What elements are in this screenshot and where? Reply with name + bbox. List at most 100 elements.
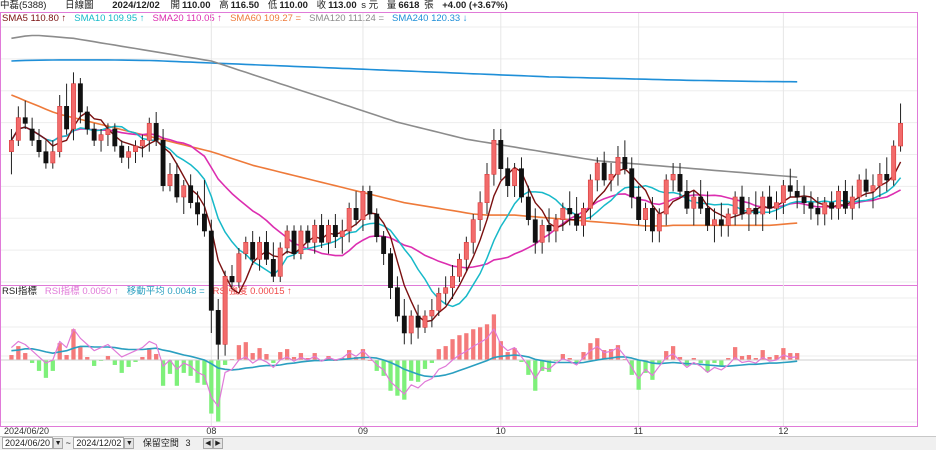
rsi-strength-bar <box>719 360 724 366</box>
candle-body <box>188 185 194 203</box>
keep-space-value[interactable]: 3 <box>185 438 191 448</box>
rsi-strength-bar <box>278 352 283 360</box>
candle-body <box>663 179 669 215</box>
rsi-strength-bar <box>174 360 179 386</box>
candle-body <box>367 191 373 215</box>
candle-body <box>43 151 49 164</box>
chevron-down-icon[interactable]: ▼ <box>53 437 64 449</box>
candle-body <box>264 242 269 260</box>
start-date-field[interactable]: 2024/06/20 <box>2 437 54 450</box>
rsi-ma-line <box>11 345 798 378</box>
rsi-strength-bar <box>257 348 262 360</box>
candle-body <box>167 174 173 186</box>
rsi-strength-bar <box>195 360 200 383</box>
rsi-strength-bar <box>50 360 55 371</box>
price-panel-frame <box>0 12 918 286</box>
rsi-strength-bar <box>209 360 214 414</box>
candle-body <box>587 179 593 209</box>
rsi-strength-bar <box>560 354 565 360</box>
rsi-strength-bar <box>498 341 503 360</box>
rsi-strength-bar <box>181 360 186 373</box>
candle-body <box>429 310 435 317</box>
rsi-strength-bar <box>705 360 710 372</box>
ma-legend-item: SMA5 110.80 ↑ <box>2 13 67 24</box>
candle-body <box>250 242 256 260</box>
candle-body <box>780 185 786 203</box>
rsi-strength-bar <box>760 350 765 360</box>
rsi-strength-bar <box>429 360 435 363</box>
candle-body <box>691 196 697 209</box>
candle-body <box>643 208 648 220</box>
candle-body <box>739 196 745 215</box>
candle-body <box>257 242 263 260</box>
candle-body <box>787 185 793 192</box>
candle-body <box>512 168 518 186</box>
candle-body <box>422 315 428 328</box>
rsi-strength-bar <box>264 354 269 360</box>
scroll-left-icon[interactable]: ◀ <box>202 437 213 449</box>
candle-body <box>849 196 855 209</box>
rsi-strength-bar <box>388 360 393 391</box>
candle-body <box>450 276 455 288</box>
candle-body <box>891 145 897 181</box>
candle-body <box>29 128 35 141</box>
sma120-line <box>11 34 798 178</box>
candle-body <box>277 247 283 277</box>
quote-header: 中磊(5388) 日線圖 2024/12/02 開 110.00 高 116.50 … <box>0 0 936 12</box>
x-tick-label: 12 <box>778 426 788 436</box>
rsi-strength-bar <box>360 349 366 360</box>
ma-legend-item: SMA20 110.05 ↑ <box>152 13 223 24</box>
candle-body <box>753 208 759 215</box>
rsi-strength-bar <box>526 360 531 375</box>
rsi-strength-bar <box>105 356 111 360</box>
candle-body <box>408 315 414 334</box>
rsi-strength-bar <box>726 358 731 360</box>
rsi-strength-bar <box>636 360 641 390</box>
rsi-strength-bar <box>664 351 669 360</box>
candle-body <box>470 219 476 243</box>
candle-body <box>312 225 318 243</box>
rsi-strength-bar <box>347 350 352 360</box>
candle-body <box>388 253 393 288</box>
candle-body <box>381 236 387 254</box>
candle-body <box>491 140 497 175</box>
candle-body <box>649 208 655 232</box>
quote-date: 2024/12/02 <box>112 0 160 11</box>
rsi-strength-bar <box>574 360 579 363</box>
candle-body <box>870 185 876 192</box>
candle-body <box>160 140 166 186</box>
rsi-strength-bar <box>92 360 97 366</box>
rsi-strength-bar <box>409 360 414 381</box>
candle-body <box>394 287 400 317</box>
rsi-strength-bar <box>305 358 310 360</box>
candle-body <box>836 191 841 209</box>
chevron-down-icon[interactable]: ▼ <box>124 437 135 449</box>
candle-body <box>305 230 311 243</box>
candle-body <box>767 196 773 209</box>
candle-body <box>119 145 125 158</box>
rsi-strength-bar <box>643 360 648 373</box>
stock-chart: 2024/06/20 08 09 10 11 12 <box>0 12 918 436</box>
candle-body <box>636 196 642 220</box>
candle-body <box>725 213 731 226</box>
candle-body <box>801 196 807 203</box>
end-date-field[interactable]: 2024/12/02 <box>73 437 125 450</box>
scroll-right-icon[interactable]: ▶ <box>212 437 223 449</box>
rsi-strength-bar <box>271 360 276 363</box>
candle-body <box>374 213 380 237</box>
candle-body <box>484 174 490 203</box>
candle-body <box>457 259 462 277</box>
candle-body <box>856 179 862 198</box>
sma5-line <box>10 111 902 323</box>
candle-body <box>332 225 338 237</box>
x-tick-label: 08 <box>206 426 216 436</box>
close-label: 收 <box>316 0 327 11</box>
candle-body <box>91 128 97 141</box>
x-tick-label: 10 <box>496 426 506 436</box>
candle-body <box>326 225 331 243</box>
candle-body <box>594 162 600 181</box>
sma60-line <box>11 94 798 227</box>
candle-body <box>291 230 297 254</box>
candle-body <box>415 315 421 328</box>
rsi-strength-bar <box>540 360 545 371</box>
